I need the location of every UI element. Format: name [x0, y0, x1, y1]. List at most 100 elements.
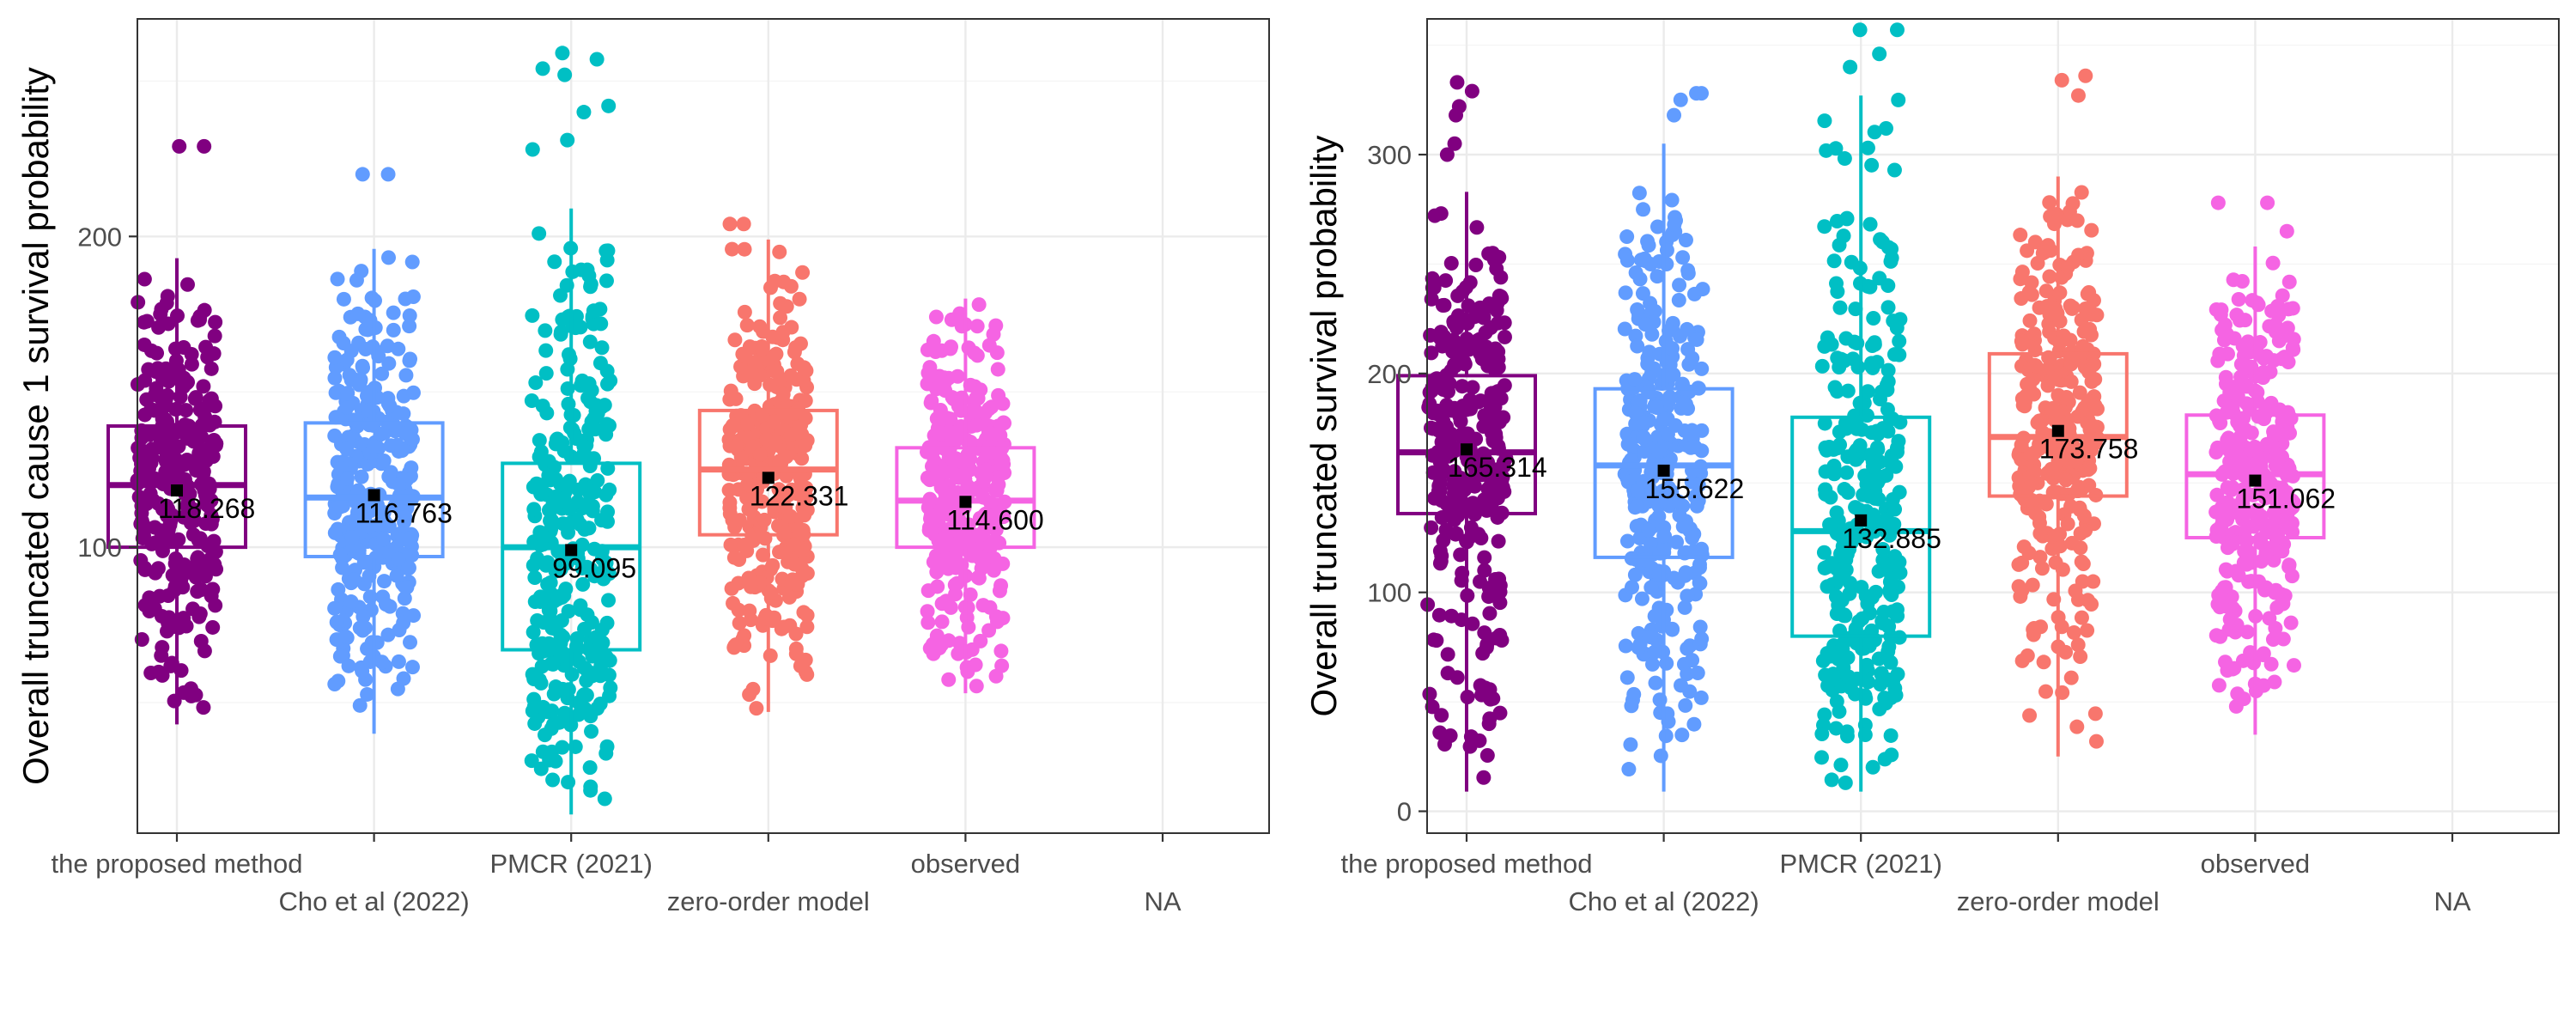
data-point [378, 597, 393, 612]
box-group-0: 118.268 [106, 138, 255, 725]
data-point [986, 533, 1001, 549]
data-point [2234, 274, 2250, 289]
data-point [327, 350, 343, 365]
data-point [2070, 88, 2086, 103]
data-point [391, 654, 406, 669]
data-point [1436, 381, 1451, 397]
data-point [737, 304, 752, 320]
data-point [1667, 107, 1682, 123]
data-point [2066, 624, 2081, 640]
data-point [1830, 350, 1845, 366]
data-point [133, 553, 149, 569]
data-point [1656, 411, 1672, 426]
data-point [1476, 770, 1492, 785]
data-point [1817, 113, 1832, 129]
data-point [586, 303, 601, 319]
mean-label: 132.885 [1842, 523, 1941, 554]
y-axis-title: Overall truncated survival probability [1303, 136, 1344, 717]
data-point [1460, 426, 1475, 441]
data-point [2216, 580, 2232, 595]
data-point [934, 425, 950, 441]
data-point [2267, 674, 2282, 690]
data-point [1814, 750, 1829, 765]
data-point [598, 243, 614, 259]
data-point [772, 454, 787, 469]
data-point [2084, 222, 2099, 238]
data-point [2042, 195, 2057, 210]
data-point [929, 564, 945, 580]
data-point [524, 753, 539, 769]
data-point [2056, 328, 2071, 344]
data-point [405, 385, 421, 400]
data-point [1643, 536, 1658, 551]
data-point [1829, 694, 1844, 709]
data-point [2273, 426, 2288, 441]
data-point [1893, 312, 1908, 327]
data-point [1432, 725, 1448, 740]
y-tick-label: 200 [77, 222, 122, 252]
data-point [535, 399, 550, 414]
data-point [948, 537, 963, 552]
data-point [1692, 560, 1707, 575]
box-iqr [895, 446, 1036, 550]
data-point [960, 664, 975, 679]
data-point [2281, 274, 2297, 289]
data-point [930, 579, 945, 594]
x-tick-label: observed [911, 849, 1021, 879]
data-point [2044, 461, 2059, 477]
data-point [2275, 594, 2290, 609]
data-point [2228, 698, 2244, 714]
data-point [380, 338, 395, 354]
box-iqr [1790, 415, 1932, 638]
data-point [2279, 484, 2294, 500]
data-point [137, 271, 152, 287]
data-point [743, 579, 758, 594]
data-point [339, 441, 355, 457]
data-point [920, 470, 935, 485]
data-point [1848, 500, 1863, 515]
data-point [2284, 569, 2300, 584]
data-point [2088, 734, 2104, 749]
data-point [923, 395, 939, 411]
data-point [152, 429, 167, 445]
data-point [389, 568, 404, 583]
data-point [2268, 621, 2283, 636]
data-point [1626, 686, 1642, 702]
data-point [2225, 600, 2240, 616]
data-point [356, 555, 372, 570]
data-point [1674, 728, 1690, 743]
data-point [1485, 298, 1500, 314]
data-point [2075, 338, 2091, 354]
data-point [1632, 271, 1648, 287]
data-point [1680, 667, 1695, 682]
data-point [152, 588, 167, 604]
data-point [1627, 372, 1643, 387]
data-point [347, 572, 362, 588]
data-point [1826, 466, 1842, 482]
data-point [155, 363, 171, 379]
data-point [2078, 68, 2093, 83]
mean-label: 173.758 [2039, 434, 2139, 465]
data-point [2014, 337, 2030, 352]
data-point [132, 450, 148, 466]
data-point [1629, 519, 1644, 534]
data-point [1488, 430, 1504, 446]
data-point [729, 438, 744, 454]
data-point [1658, 728, 1674, 744]
data-point [1465, 453, 1480, 468]
data-point [1887, 502, 1903, 517]
data-point [527, 570, 543, 586]
data-point [2013, 588, 2028, 604]
data-point [525, 142, 540, 157]
data-point [796, 496, 811, 511]
data-point [538, 343, 554, 358]
data-point [2070, 637, 2086, 653]
data-point [1659, 242, 1674, 258]
data-point [742, 478, 757, 493]
data-point [1837, 607, 1852, 623]
data-point [402, 319, 417, 334]
data-point [1834, 593, 1850, 608]
mean-marker [565, 544, 578, 557]
data-point [796, 373, 811, 388]
data-point [548, 489, 563, 504]
